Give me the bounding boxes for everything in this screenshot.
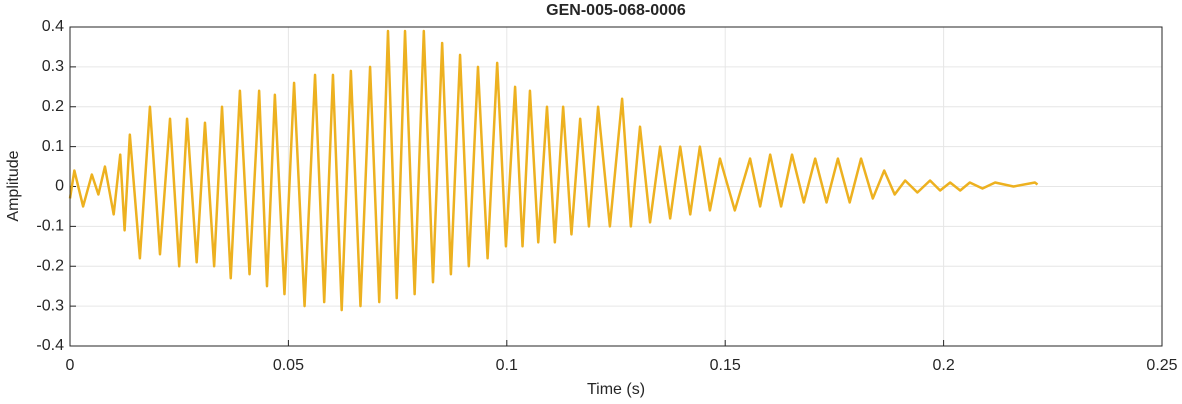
y-tick-label: 0.4	[42, 18, 64, 35]
x-tick-label: 0.15	[710, 357, 741, 374]
axes-box	[69, 26, 1163, 347]
y-tick-label: -0.4	[36, 337, 64, 354]
y-axis-label: Amplitude	[5, 150, 22, 221]
x-tick-label: 0.1	[496, 357, 518, 374]
y-tick-label: 0	[55, 178, 64, 195]
y-tick-label: -0.2	[36, 257, 64, 274]
y-tick-label: -0.1	[36, 218, 64, 235]
y-tick-label: -0.3	[36, 297, 64, 314]
y-tick-label: 0.3	[42, 58, 64, 75]
x-tick-label: 0	[66, 357, 75, 374]
data-line	[68, 29, 1039, 312]
x-tick-label: 0.2	[932, 357, 954, 374]
y-tick-label: 0.1	[42, 138, 64, 155]
x-tick-label: 0.05	[273, 357, 304, 374]
chart-title: GEN-005-068-0006	[546, 2, 686, 19]
x-tick-label: 0.25	[1146, 357, 1177, 374]
y-tick-label: 0.2	[42, 98, 64, 115]
x-axis-label: Time (s)	[587, 381, 645, 398]
